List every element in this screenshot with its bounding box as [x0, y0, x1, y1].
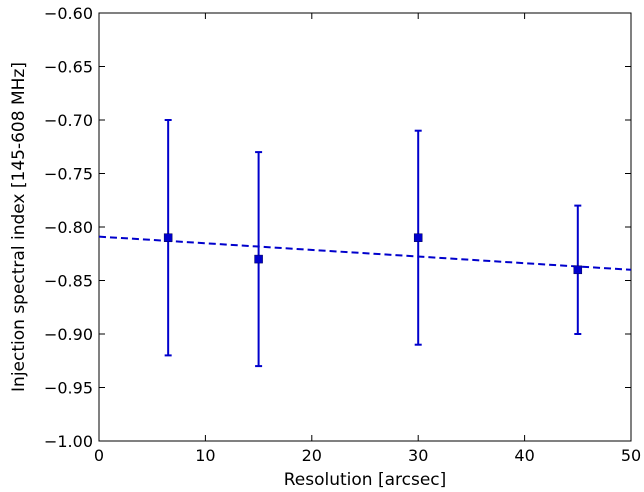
y-tick-label: −0.60: [44, 4, 93, 23]
x-tick-label: 40: [514, 446, 534, 465]
x-tick-label: 20: [302, 446, 322, 465]
x-axis: 0 10 20 30 40 50: [94, 13, 641, 465]
plot-frame: [98, 12, 632, 442]
x-tick-label: 0: [94, 446, 104, 465]
y-tick-label: −0.90: [44, 325, 93, 344]
y-tick-label: −0.70: [44, 111, 93, 130]
y-tick-label: −0.65: [44, 58, 93, 77]
fit-line: [98, 235, 632, 271]
x-axis-label: Resolution [arcsec]: [284, 470, 447, 490]
x-tick-label: 50: [621, 446, 641, 465]
y-tick-label: −0.85: [44, 272, 93, 291]
plot-area: [98, 12, 632, 442]
x-tick-label: 10: [195, 446, 215, 465]
y-tick-label: −0.80: [44, 218, 93, 237]
y-tick-label: −1.00: [44, 432, 93, 451]
y-axis: −1.00 −0.95 −0.90 −0.85 −0.80 −0.75 −0.70 −0.65…: [44, 4, 631, 451]
data-point: [413, 233, 423, 242]
data-point: [573, 265, 583, 275]
data-point: [254, 254, 263, 264]
fit-line-layer: [98, 235, 632, 271]
data-point: [163, 233, 173, 242]
y-tick-label: −0.75: [44, 165, 93, 184]
y-axis-label: Injection spectral index [145-608 MHz]: [9, 62, 29, 392]
x-tick-label: 30: [408, 446, 428, 465]
data-points-layer: [163, 119, 583, 368]
y-tick-label: −0.95: [44, 379, 93, 398]
